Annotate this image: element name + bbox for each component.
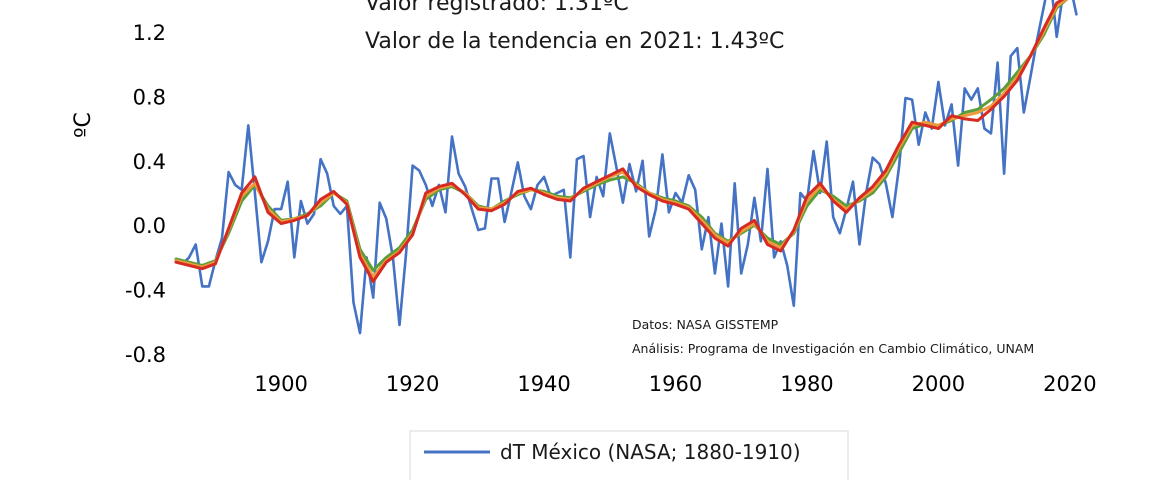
annotations: Valor registrado: 1.31ºC Valor de la ten… (365, 0, 1034, 356)
x-axis-ticks: 1900 1920 1940 1960 1980 2000 2020 (254, 372, 1096, 396)
annotation-trend: Valor de la tendencia en 2021: 1.43ºC (365, 29, 784, 54)
annotation-source: Datos: NASA GISSTEMP (632, 317, 779, 332)
y-tick-label: -0.4 (125, 279, 166, 303)
x-tick-label: 1940 (517, 372, 570, 396)
y-axis-ticks: 1.2 0.8 0.4 0.0 -0.4 -0.8 (125, 21, 166, 367)
annotation-analysis: Análisis: Programa de Investigación en C… (632, 341, 1034, 356)
y-tick-label: 1.2 (133, 21, 166, 45)
x-tick-label: 2020 (1043, 372, 1096, 396)
series-line-smooth-red (174, 0, 1065, 283)
series-layer (174, 0, 1078, 335)
x-tick-label: 1900 (254, 372, 307, 396)
x-tick-label: 2000 (912, 372, 965, 396)
x-tick-label: 1920 (386, 372, 439, 396)
y-tick-label: -0.8 (125, 343, 166, 367)
legend-entry-raw: dT México (NASA; 1880-1910) (500, 440, 801, 464)
y-tick-label: 0.0 (133, 214, 166, 238)
y-axis-label: ºC (71, 112, 96, 138)
series-line-raw (174, 0, 1078, 335)
y-tick-label: 0.4 (133, 150, 166, 174)
y-tick-label: 0.8 (133, 85, 166, 109)
x-tick-label: 1980 (780, 372, 833, 396)
legend-box (409, 430, 849, 480)
x-tick-label: 1960 (649, 372, 702, 396)
annotation-registered: Valor registrado: 1.31ºC (365, 0, 629, 16)
legend: dT México (NASA; 1880-1910) (409, 430, 849, 480)
